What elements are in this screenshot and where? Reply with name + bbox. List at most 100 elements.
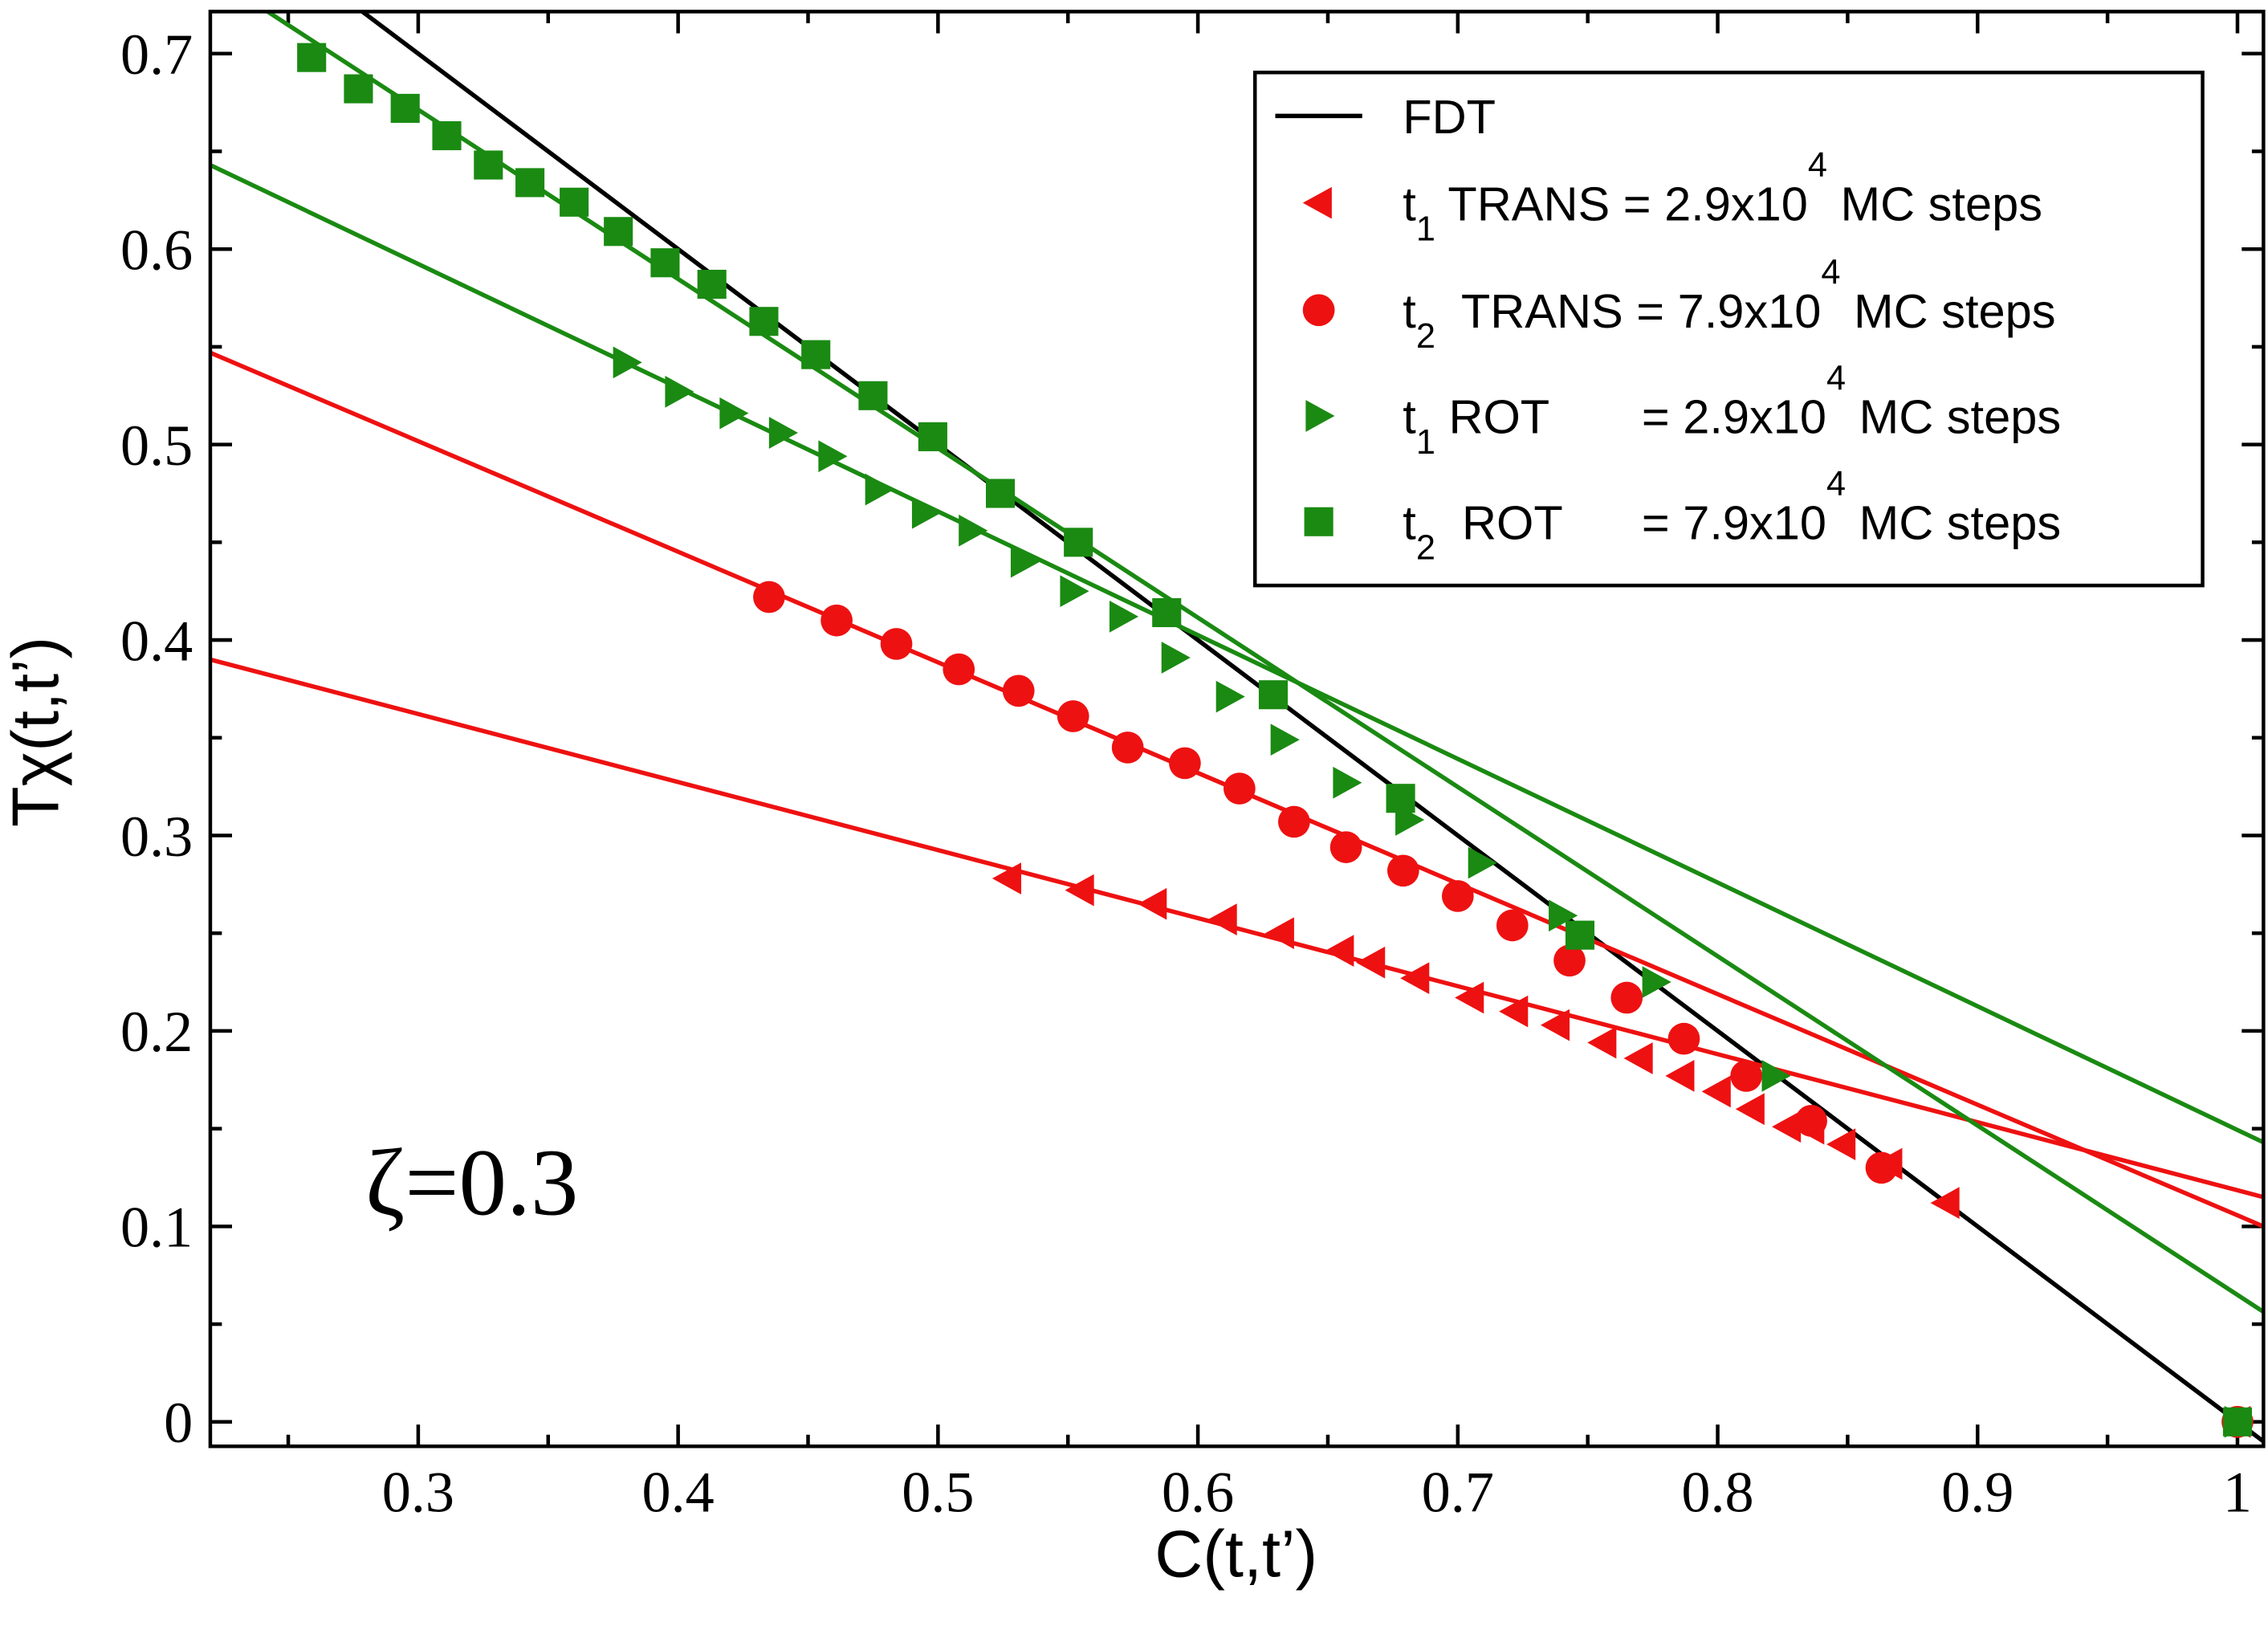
legend-label-part: t [1403, 284, 1416, 338]
point [911, 496, 942, 529]
y-tick-label: 0 [164, 1391, 193, 1455]
point [918, 422, 947, 451]
x-tick-label: 1 [2223, 1460, 2252, 1524]
legend-label: FDT [1403, 90, 1496, 144]
point [474, 150, 503, 180]
legend-label-part: 2 [1416, 317, 1435, 356]
point [1302, 294, 1335, 327]
legend-label-part: 4 [1826, 359, 1846, 397]
point [1610, 981, 1643, 1014]
annotation: ζ=0.3 [365, 1129, 578, 1235]
point [1278, 805, 1310, 838]
legend-label-part: t [1403, 390, 1416, 444]
legend-label: t2 TRANS = 7.9x104 MC steps [1403, 254, 2055, 356]
point [1665, 1060, 1695, 1092]
x-tick-label: 0.7 [1422, 1460, 1494, 1524]
point [1302, 186, 1332, 219]
point [768, 417, 798, 449]
point [1356, 946, 1386, 979]
point [515, 168, 545, 198]
y-tick-label: 0.4 [120, 609, 193, 673]
legend-label: t2 ROT = 7.9x104 MC steps [1403, 465, 2061, 567]
legend-label-part: 4 [1821, 254, 1840, 292]
point [1496, 909, 1529, 942]
fit-line [265, 11, 2264, 1314]
point [2222, 1407, 2253, 1437]
point [865, 473, 894, 506]
legend-label-part: 4 [1826, 465, 1846, 503]
point [1224, 772, 1256, 805]
point [1161, 642, 1191, 674]
legend-box [1252, 70, 2205, 588]
legend-label-part: 4 [1808, 146, 1827, 185]
point [1305, 400, 1335, 432]
legend-label-part: 1 [1416, 423, 1435, 462]
plot-frame [208, 10, 2266, 1449]
y-tick-label: 0.7 [120, 22, 193, 87]
point [1138, 887, 1167, 920]
point [1468, 846, 1497, 879]
point [719, 397, 749, 430]
x-tick-label: 0.4 [642, 1460, 715, 1524]
point [1761, 1060, 1791, 1092]
point [1064, 528, 1093, 557]
legend-label-part: 2 [1416, 529, 1435, 568]
y-tick-label: 0.6 [120, 218, 193, 282]
point [1109, 600, 1139, 633]
point [1565, 920, 1595, 950]
point [1215, 680, 1245, 713]
y-tick-label: 0.1 [120, 1196, 193, 1260]
point [1207, 903, 1237, 936]
y-tick-label: 0.3 [120, 805, 193, 869]
point [1329, 831, 1362, 863]
point [1304, 507, 1334, 536]
x-tick-label: 0.9 [1941, 1460, 2014, 1524]
legend-label-part: t [1403, 495, 1416, 549]
legend-label-part: 1 [1416, 210, 1435, 249]
point [1002, 674, 1035, 707]
point [1010, 545, 1040, 578]
point [1540, 1009, 1570, 1041]
point [753, 581, 785, 613]
point [1325, 935, 1354, 967]
point [1065, 874, 1094, 907]
legend-label-part: TRANS = 7.9x10 [1435, 284, 1821, 338]
point [604, 217, 633, 247]
legend-label-part: ROT = 7.9x10 [1435, 495, 1826, 549]
point [1169, 747, 1201, 780]
point [991, 862, 1022, 895]
point [1642, 966, 1671, 998]
legend-label: t1 TRANS = 2.9x104 MC steps [1403, 146, 2042, 248]
point [613, 346, 642, 379]
point [344, 74, 373, 104]
point [1333, 766, 1362, 799]
point [1795, 1105, 1827, 1137]
point [1060, 575, 1089, 608]
point [1549, 899, 1578, 932]
point [1057, 700, 1089, 732]
point [959, 514, 988, 547]
point [390, 93, 420, 123]
legend-label-part: MC steps [1846, 390, 2061, 444]
point [1152, 597, 1182, 628]
point [1930, 1187, 1960, 1219]
point [1826, 1128, 1856, 1160]
legend-label: t1 ROT = 2.9x104 MC steps [1403, 359, 2061, 461]
point [1667, 1022, 1700, 1055]
point [1553, 944, 1586, 977]
x-tick-label: 0.8 [1681, 1460, 1753, 1524]
point [432, 120, 462, 151]
point [858, 381, 888, 410]
point [1730, 1060, 1762, 1092]
legend-label-part: ROT = 2.9x10 [1435, 390, 1826, 444]
point [1587, 1026, 1617, 1059]
fit-line [210, 163, 2264, 1145]
point [1111, 731, 1144, 764]
point [1270, 723, 1300, 756]
y-tick-label: 0.2 [120, 1000, 193, 1064]
x-tick-label: 0.5 [902, 1460, 974, 1524]
point [801, 340, 831, 369]
